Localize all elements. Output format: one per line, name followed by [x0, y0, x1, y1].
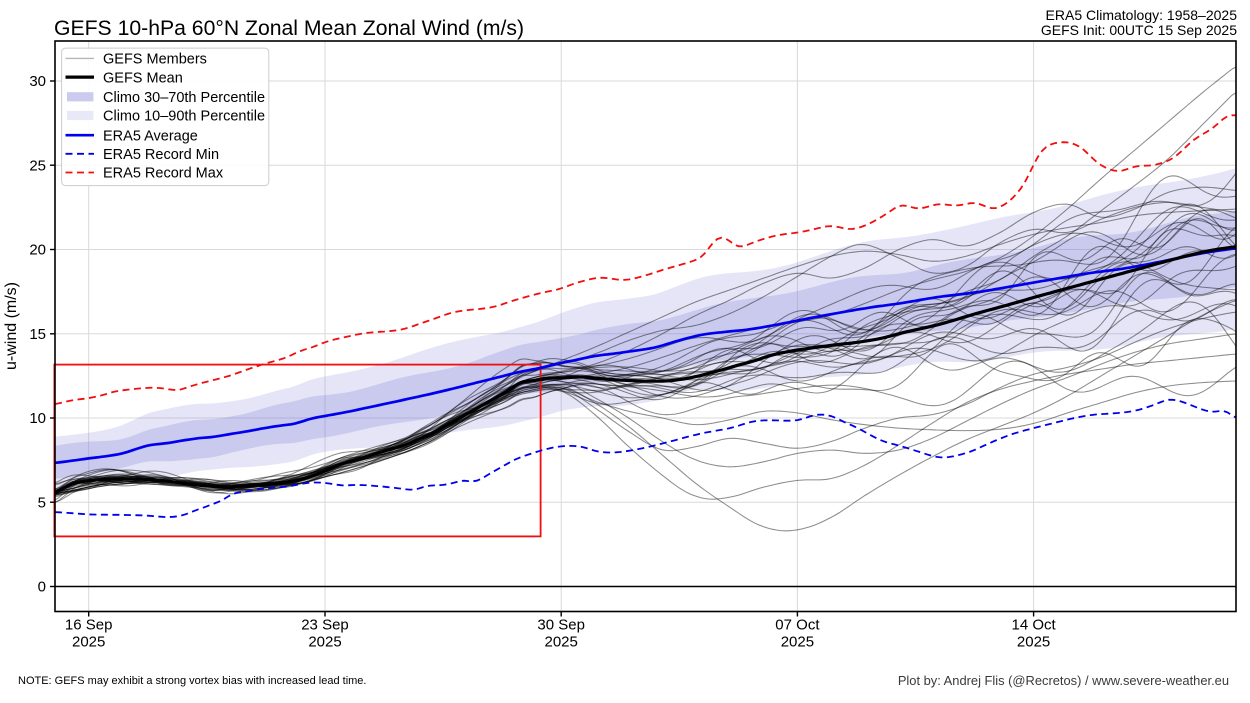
svg-text:25: 25	[29, 157, 46, 174]
svg-text:Plot by: Andrej Flis (@Recreto: Plot by: Andrej Flis (@Recretos) / www.s…	[898, 673, 1229, 688]
svg-text:Climo 10–90th Percentile: Climo 10–90th Percentile	[103, 109, 265, 125]
svg-text:Climo 30–70th Percentile: Climo 30–70th Percentile	[103, 90, 265, 106]
svg-text:GEFS 10-hPa 60°N Zonal Mean Zo: GEFS 10-hPa 60°N Zonal Mean Zonal Wind (…	[54, 17, 524, 40]
svg-text:GEFS Members: GEFS Members	[103, 52, 207, 68]
svg-text:16 Sep: 16 Sep	[65, 617, 113, 634]
svg-text:30 Sep: 30 Sep	[537, 617, 585, 634]
svg-text:0: 0	[38, 579, 46, 596]
svg-text:20: 20	[29, 242, 46, 259]
svg-text:2025: 2025	[1017, 634, 1050, 651]
svg-text:15: 15	[29, 326, 46, 343]
svg-text:ERA5 Record Max: ERA5 Record Max	[103, 166, 224, 182]
svg-text:GEFS Init: 00UTC 15 Sep 2025: GEFS Init: 00UTC 15 Sep 2025	[1041, 22, 1237, 38]
svg-text:GEFS Mean: GEFS Mean	[103, 70, 183, 86]
svg-text:ERA5 Average: ERA5 Average	[103, 128, 198, 144]
svg-text:30: 30	[29, 73, 46, 90]
svg-text:2025: 2025	[308, 634, 341, 651]
svg-text:14 Oct: 14 Oct	[1012, 617, 1057, 634]
svg-text:07 Oct: 07 Oct	[775, 617, 820, 634]
svg-text:2025: 2025	[545, 634, 578, 651]
svg-text:NOTE: GEFS may exhibit a stron: NOTE: GEFS may exhibit a strong vortex b…	[18, 675, 366, 687]
svg-text:ERA5 Record Min: ERA5 Record Min	[103, 147, 219, 163]
svg-text:5: 5	[38, 494, 46, 511]
svg-text:10: 10	[29, 410, 46, 427]
svg-text:2025: 2025	[781, 634, 814, 651]
svg-text:23 Sep: 23 Sep	[301, 617, 349, 634]
svg-text:2025: 2025	[72, 634, 105, 651]
svg-text:ERA5 Climatology: 1958–2025: ERA5 Climatology: 1958–2025	[1046, 7, 1238, 23]
svg-text:u-wind (m/s): u-wind (m/s)	[3, 282, 20, 370]
